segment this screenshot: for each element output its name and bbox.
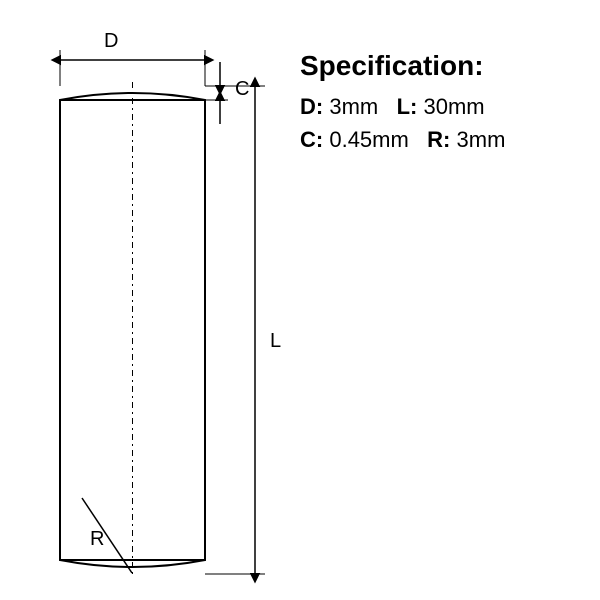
diagram-canvas: D C L R Specification: D: 3mm L: 30mm C:… bbox=[0, 0, 600, 600]
spec-row-1: D: 3mm L: 30mm bbox=[300, 90, 590, 123]
label-R: R bbox=[90, 528, 104, 551]
specification-block: Specification: D: 3mm L: 30mm C: 0.45mm … bbox=[300, 50, 590, 156]
spec-key-D: D: bbox=[300, 94, 323, 119]
label-C: C bbox=[235, 78, 249, 101]
spec-key-L: L: bbox=[397, 94, 418, 119]
spec-key-R: R: bbox=[427, 127, 450, 152]
label-L: L bbox=[270, 330, 281, 353]
spec-row-2: C: 0.45mm R: 3mm bbox=[300, 123, 590, 156]
label-D: D bbox=[104, 30, 118, 53]
spec-val-R: 3mm bbox=[457, 127, 506, 152]
spec-val-C: 0.45mm bbox=[329, 127, 408, 152]
spec-val-D: 3mm bbox=[329, 94, 378, 119]
spec-title: Specification: bbox=[300, 50, 590, 82]
spec-val-L: 30mm bbox=[423, 94, 484, 119]
spec-key-C: C: bbox=[300, 127, 323, 152]
